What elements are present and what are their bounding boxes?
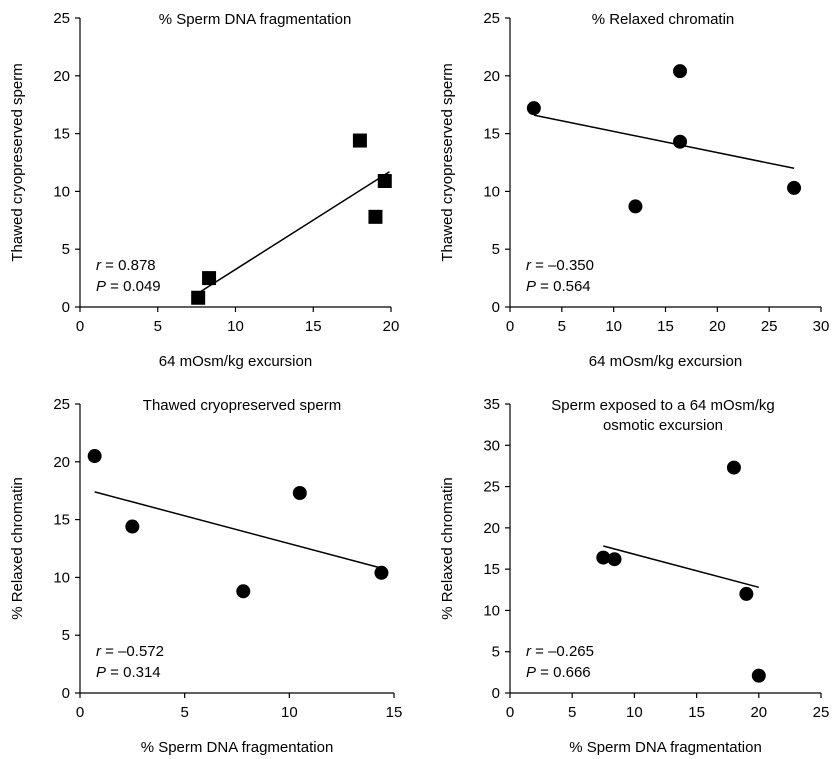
panel-title: osmotic excursion — [603, 417, 723, 434]
x-tick-label: 0 — [506, 704, 514, 721]
y-tick-label: 0 — [62, 299, 70, 316]
panel-title: % Sperm DNA fragmentation — [159, 11, 352, 28]
x-tick-label: 5 — [180, 704, 188, 721]
x-tick-label: 15 — [657, 318, 674, 335]
y-tick-label: 0 — [492, 685, 500, 702]
y-tick-label: 35 — [483, 396, 500, 413]
x-tick-label: 15 — [688, 704, 705, 721]
x-axis-label: % Sperm DNA fragmentation — [569, 739, 762, 756]
y-axis-label: Thawed cryopreserved sperm — [439, 63, 456, 261]
y-tick-label: 20 — [483, 68, 500, 85]
y-tick-label: 20 — [53, 68, 70, 85]
data-point — [607, 552, 622, 567]
p-value-label: P = 0.314 — [96, 664, 161, 681]
y-tick-label: 10 — [53, 569, 70, 586]
p-value-label: P = 0.666 — [526, 664, 591, 681]
data-point — [125, 519, 140, 534]
y-tick-label: 15 — [483, 126, 500, 143]
data-point — [87, 449, 102, 464]
x-tick-label: 0 — [506, 318, 514, 335]
data-point — [202, 271, 217, 286]
p-value-label: P = 0.564 — [526, 278, 591, 295]
x-tick-label: 5 — [558, 318, 566, 335]
scatter-panel-1: 0 5 10 15 20 25 0 5 10 15 20 64 mOsm/kg excursion Th… — [9, 10, 399, 370]
x-tick-label: 15 — [386, 704, 403, 721]
x-tick-label: 0 — [76, 704, 84, 721]
data-point — [739, 586, 754, 601]
x-tick-label: 5 — [568, 704, 576, 721]
r-value-label: r = –0.572 — [96, 643, 164, 660]
x-tick-label: 10 — [626, 704, 643, 721]
data-point — [368, 209, 383, 224]
x-tick-label: 0 — [76, 318, 84, 335]
panel-title: % Relaxed chromatin — [592, 11, 735, 28]
x-tick-label: 5 — [154, 318, 162, 335]
data-point — [236, 584, 251, 599]
y-tick-label: 0 — [62, 685, 70, 702]
y-tick-label: 5 — [62, 241, 70, 258]
x-tick-label: 25 — [761, 318, 778, 335]
x-axis-label: 64 mOsm/kg excursion — [159, 353, 312, 370]
y-tick-label: 20 — [483, 520, 500, 537]
data-point — [377, 173, 392, 188]
y-tick-label: 20 — [53, 454, 70, 471]
y-tick-label: 25 — [483, 479, 500, 496]
data-point — [352, 133, 367, 148]
y-tick-label: 25 — [53, 10, 70, 27]
r-value-label: r = 0.878 — [96, 257, 156, 274]
y-tick-label: 5 — [62, 627, 70, 644]
y-tick-label: 10 — [53, 183, 70, 200]
y-tick-label: 15 — [53, 512, 70, 529]
data-point — [751, 668, 766, 683]
trend-line — [197, 171, 390, 294]
r-value-label: r = –0.265 — [526, 643, 594, 660]
data-point — [526, 101, 541, 116]
y-axis-label: % Relaxed chromatin — [439, 477, 456, 620]
r-value-label: r = –0.350 — [526, 257, 594, 274]
x-tick-label: 20 — [709, 318, 726, 335]
trend-line — [603, 545, 759, 589]
data-point — [191, 290, 206, 305]
y-tick-label: 0 — [492, 299, 500, 316]
data-point — [673, 64, 688, 79]
scatter-panel-3: 0 5 10 15 20 25 0 5 10 15 % Sperm DNA fragmentatio… — [9, 396, 402, 756]
y-tick-label: 25 — [483, 10, 500, 27]
x-tick-label: 30 — [813, 318, 830, 335]
y-axis-label: Thawed cryopreserved sperm — [9, 63, 26, 261]
data-point — [787, 180, 802, 195]
y-tick-label: 30 — [483, 437, 500, 454]
y-tick-label: 10 — [483, 602, 500, 619]
data-point — [596, 550, 611, 565]
x-tick-label: 10 — [605, 318, 622, 335]
data-point — [726, 460, 741, 475]
y-tick-label: 5 — [492, 241, 500, 258]
data-point — [673, 134, 688, 149]
x-axis-label: 64 mOsm/kg excursion — [589, 353, 742, 370]
trend-line — [533, 114, 795, 170]
trend-line — [94, 491, 382, 569]
panel-title: Sperm exposed to a 64 mOsm/kg — [551, 397, 774, 414]
scatter-panel-2: 0 5 10 15 20 25 0 5 10 15 20 25 30 64 mOsm/kg excursi… — [439, 10, 829, 370]
panel-title: Thawed cryopreserved sperm — [143, 397, 341, 414]
y-tick-label: 10 — [483, 183, 500, 200]
x-tick-label: 15 — [305, 318, 322, 335]
y-tick-label: 25 — [53, 396, 70, 413]
data-point — [292, 486, 307, 501]
x-tick-label: 10 — [227, 318, 244, 335]
y-axis-label: % Relaxed chromatin — [9, 477, 26, 620]
y-tick-label: 15 — [483, 561, 500, 578]
x-axis-label: % Sperm DNA fragmentation — [141, 739, 334, 756]
x-tick-label: 20 — [383, 318, 400, 335]
x-tick-label: 10 — [281, 704, 298, 721]
p-value-label: P = 0.049 — [96, 278, 161, 295]
data-point — [628, 199, 643, 214]
y-tick-label: 5 — [492, 644, 500, 661]
scatter-panel-4: 0 5 10 15 20 25 30 35 0 5 10 15 20 25 % Sperm DNA frag… — [439, 396, 829, 756]
y-tick-label: 15 — [53, 126, 70, 143]
x-tick-label: 25 — [813, 704, 830, 721]
x-tick-label: 20 — [750, 704, 767, 721]
data-point — [374, 565, 389, 580]
